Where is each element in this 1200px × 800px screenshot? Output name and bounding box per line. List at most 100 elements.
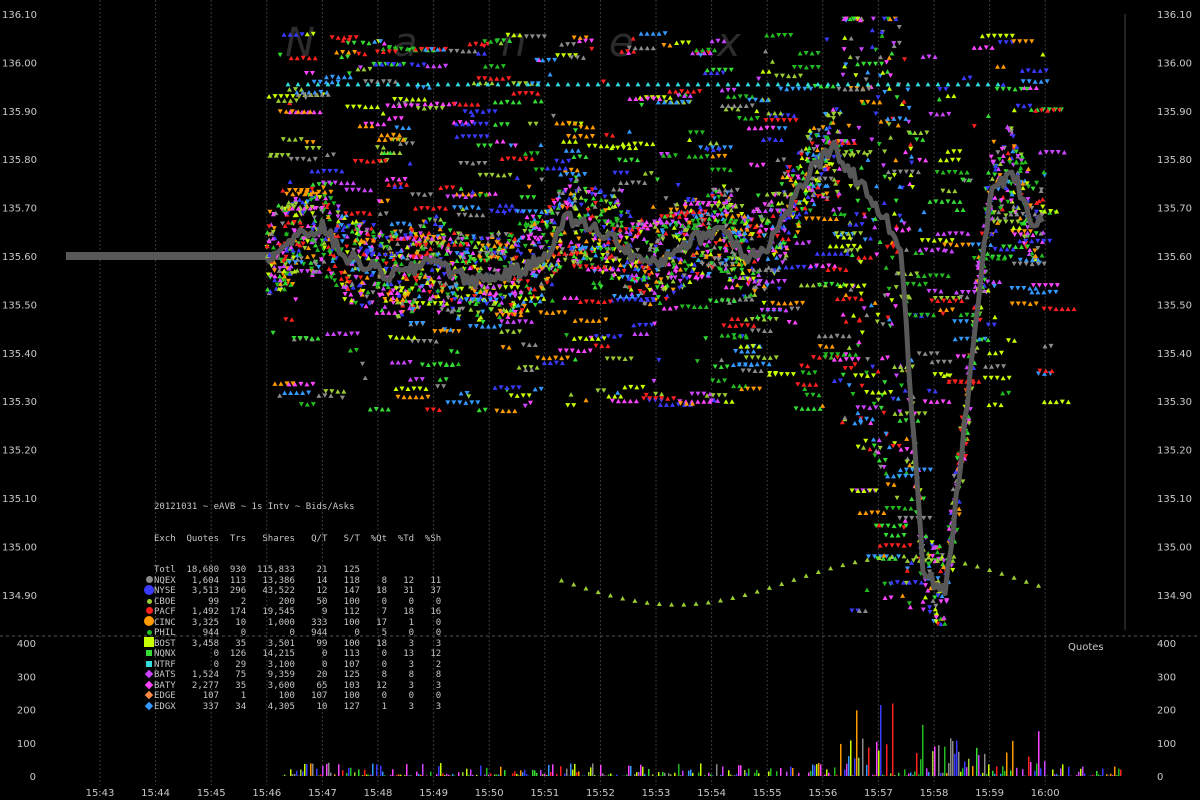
quote-point xyxy=(413,394,419,400)
quote-point xyxy=(955,354,961,359)
quote-point xyxy=(425,63,431,69)
quote-point xyxy=(265,286,271,292)
quote-point xyxy=(394,251,400,257)
quote-point xyxy=(424,407,430,412)
quote-point xyxy=(407,254,413,259)
quote-point xyxy=(470,160,476,166)
quote-point xyxy=(751,386,757,392)
quote-point xyxy=(808,263,814,269)
quote-point xyxy=(358,246,364,251)
quote-point xyxy=(873,405,879,410)
quote-point xyxy=(589,38,595,44)
quote-point xyxy=(1030,232,1036,238)
quote-point xyxy=(744,238,750,243)
quote-point xyxy=(316,264,322,270)
quote-point xyxy=(616,157,622,163)
quote-point xyxy=(344,250,350,255)
quote-point xyxy=(985,113,991,119)
quote-point xyxy=(285,204,291,210)
quote-point xyxy=(790,174,796,179)
quote-point xyxy=(947,298,953,304)
quote-point xyxy=(385,198,391,204)
quote-point xyxy=(913,312,919,318)
quote-point xyxy=(281,263,287,269)
quote-point xyxy=(401,61,407,67)
quote-point xyxy=(859,47,865,52)
quote-point xyxy=(863,438,869,444)
quote-point xyxy=(277,273,283,279)
quote-point xyxy=(603,255,609,260)
quote-point xyxy=(316,182,322,187)
quote-point xyxy=(881,16,887,22)
quote-point xyxy=(1071,306,1077,312)
quote-point xyxy=(747,231,753,237)
quote-point xyxy=(539,177,545,183)
quote-point xyxy=(966,177,972,183)
quote-point xyxy=(416,287,422,292)
quote-point xyxy=(990,161,996,166)
quote-point xyxy=(1045,108,1051,113)
quote-point xyxy=(370,237,376,243)
quote-point xyxy=(881,510,887,515)
quote-point xyxy=(437,377,443,382)
quote-point xyxy=(1000,86,1006,92)
quote-point xyxy=(774,73,780,79)
quote-point xyxy=(309,336,315,341)
quote-point xyxy=(409,62,415,67)
quote-point xyxy=(332,180,338,186)
quote-point xyxy=(297,219,303,225)
quote-point xyxy=(732,227,738,232)
quote-point xyxy=(339,395,345,401)
quote-point xyxy=(547,355,553,361)
quote-point xyxy=(721,203,727,209)
quote-point xyxy=(626,45,632,51)
quote-point xyxy=(380,110,386,116)
quote-point xyxy=(888,580,894,585)
quote-point xyxy=(935,576,941,581)
quote-point xyxy=(426,85,432,90)
quote-point xyxy=(503,232,509,237)
quote-point xyxy=(277,52,283,58)
quote-point xyxy=(388,281,394,287)
quote-point xyxy=(1021,234,1027,240)
quote-point xyxy=(1009,33,1015,39)
quote-point xyxy=(590,124,596,130)
quote-point xyxy=(1020,211,1026,217)
quote-point xyxy=(888,390,894,395)
quote-point xyxy=(823,135,829,141)
quote-point xyxy=(861,212,867,218)
quote-point xyxy=(529,81,535,86)
quote-point xyxy=(849,283,855,289)
quote-point xyxy=(748,292,754,297)
quote-point xyxy=(353,35,359,40)
quote-point xyxy=(1000,375,1006,381)
quote-point xyxy=(626,50,632,55)
quote-point xyxy=(759,219,765,224)
quote-point xyxy=(989,215,995,221)
quote-point xyxy=(605,343,611,349)
quote-point xyxy=(772,137,778,142)
quote-point xyxy=(584,318,590,323)
quote-point xyxy=(780,239,786,245)
quote-point xyxy=(491,284,497,289)
quote-point xyxy=(843,267,849,272)
quote-point xyxy=(422,238,428,243)
quote-point xyxy=(837,166,843,171)
quote-point xyxy=(938,288,944,294)
quote-point xyxy=(297,197,303,202)
quote-point xyxy=(350,285,356,290)
quote-point xyxy=(831,177,837,182)
quote-point xyxy=(946,379,952,385)
quote-point xyxy=(782,300,788,306)
quote-point xyxy=(756,233,762,238)
quote-point xyxy=(699,274,705,280)
quote-point xyxy=(502,210,508,216)
quote-point xyxy=(684,231,690,237)
quote-point xyxy=(1041,371,1047,376)
quote-point xyxy=(1013,160,1019,165)
quote-point xyxy=(535,220,541,226)
quote-point xyxy=(1017,261,1023,267)
quote-point xyxy=(423,386,429,392)
quote-point xyxy=(419,234,425,240)
quote-point xyxy=(834,231,840,236)
